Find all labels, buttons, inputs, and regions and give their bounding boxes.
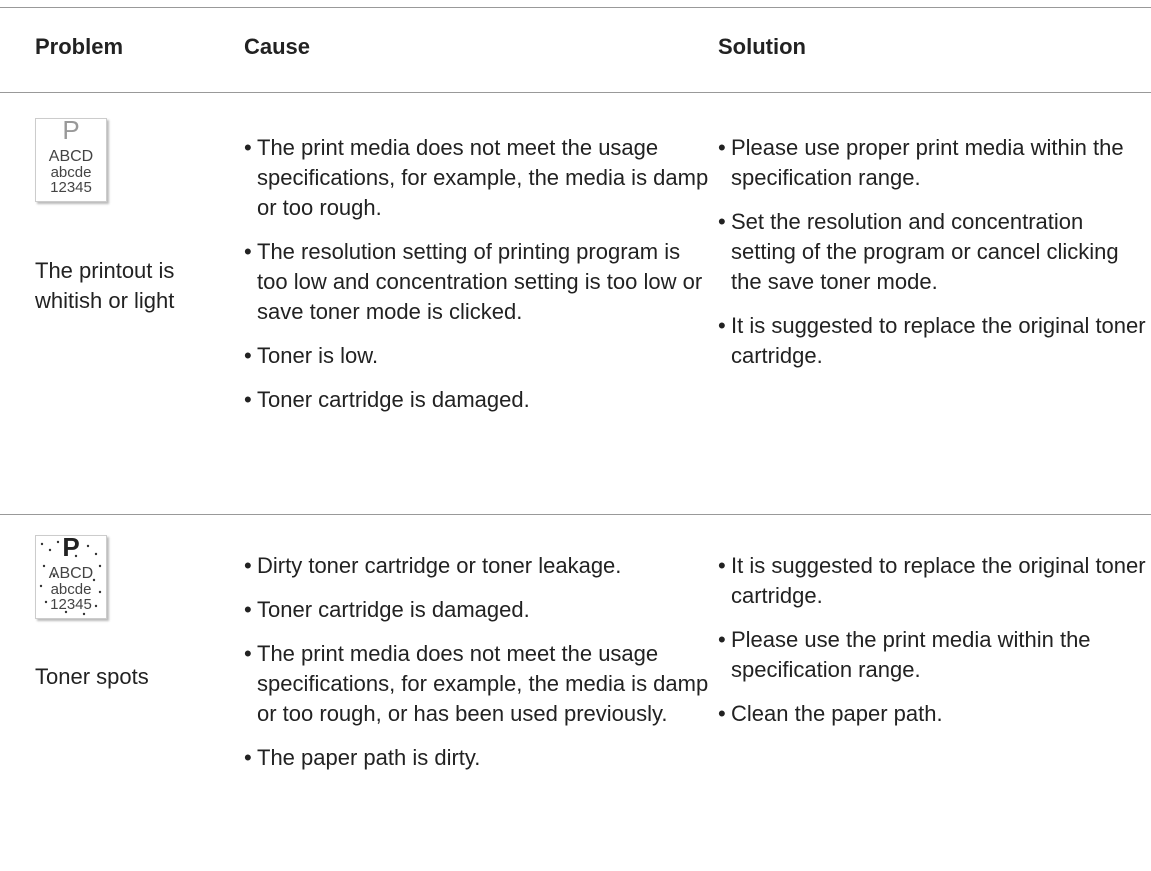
problem-label: The printout is whitish or light bbox=[35, 258, 175, 313]
rule bbox=[0, 92, 1151, 93]
header-problem: Problem bbox=[35, 34, 124, 59]
cause-item: Dirty toner cartridge or toner leakage. bbox=[244, 551, 712, 581]
thumbnail-text: abcde bbox=[51, 581, 92, 598]
speck bbox=[39, 584, 43, 588]
cause-list: The print media does not meet the usage … bbox=[244, 133, 712, 429]
thumbnail-text: 12345 bbox=[50, 179, 92, 196]
solution-item: Please use the print media within the sp… bbox=[718, 625, 1148, 685]
cause-item: The print media does not meet the usage … bbox=[244, 133, 712, 223]
speck bbox=[74, 554, 78, 558]
thumbnail: P ABCD abcde 12345 bbox=[35, 535, 107, 619]
cause-item: Toner cartridge is damaged. bbox=[244, 595, 712, 625]
rule bbox=[0, 7, 1151, 8]
solution-item: It is suggested to replace the original … bbox=[718, 311, 1148, 371]
speck bbox=[42, 564, 46, 568]
speck bbox=[86, 544, 90, 548]
cause-item: The print media does not meet the usage … bbox=[244, 639, 712, 729]
thumbnail-text: P bbox=[62, 536, 79, 562]
solution-item: Please use proper print media within the… bbox=[718, 133, 1148, 193]
thumbnail-text: 12345 bbox=[50, 596, 92, 613]
thumbnail-text: ABCD bbox=[49, 565, 93, 582]
solution-item: It is suggested to replace the original … bbox=[718, 551, 1148, 611]
header-cause: Cause bbox=[244, 34, 311, 59]
solution-item: Clean the paper path. bbox=[718, 699, 1148, 729]
speck bbox=[48, 548, 52, 552]
solution-list: Please use proper print media within the… bbox=[718, 133, 1148, 385]
cause-item: Toner is low. bbox=[244, 341, 712, 371]
speck bbox=[82, 612, 86, 616]
speck bbox=[94, 604, 98, 608]
solution-list: It is suggested to replace the original … bbox=[718, 551, 1148, 743]
speck bbox=[56, 540, 60, 544]
speck bbox=[94, 552, 98, 556]
speck bbox=[44, 600, 48, 604]
speck bbox=[98, 590, 102, 594]
thumbnail-text: abcde bbox=[51, 164, 92, 181]
thumbnail-text: P bbox=[62, 119, 79, 145]
thumbnail: P ABCD abcde 12345 bbox=[35, 118, 107, 202]
cause-item: Toner cartridge is damaged. bbox=[244, 385, 712, 415]
cause-item: The resolution setting of printing progr… bbox=[244, 237, 712, 327]
speck bbox=[52, 574, 56, 578]
rule bbox=[0, 514, 1151, 515]
problem-label: Toner spots bbox=[35, 664, 149, 689]
thumbnail-text: ABCD bbox=[49, 148, 93, 165]
header-solution: Solution bbox=[718, 34, 806, 59]
speck bbox=[92, 578, 96, 582]
speck bbox=[64, 610, 68, 614]
cause-list: Dirty toner cartridge or toner leakage. T… bbox=[244, 551, 712, 787]
cause-item: The paper path is dirty. bbox=[244, 743, 712, 773]
speck bbox=[98, 564, 102, 568]
speck bbox=[40, 542, 44, 546]
solution-item: Set the resolution and concentration set… bbox=[718, 207, 1148, 297]
